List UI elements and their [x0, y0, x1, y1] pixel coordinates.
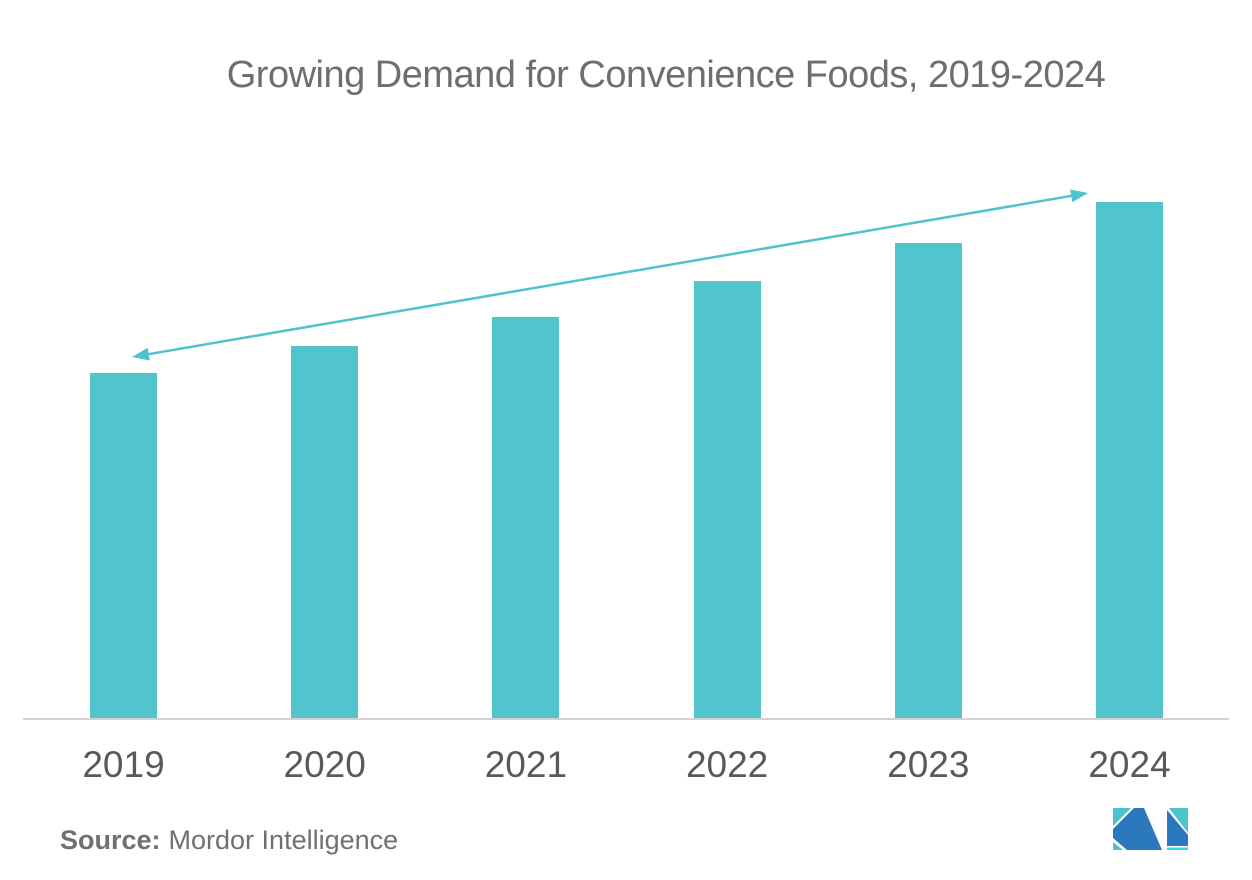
bar-2020 [291, 346, 359, 718]
bar-2021 [492, 317, 560, 718]
x-tick-label-2019: 2019 [82, 744, 165, 785]
x-axis-line [23, 718, 1229, 720]
bar-2022 [693, 281, 761, 718]
x-tick-label-2020: 2020 [283, 744, 366, 785]
chart-title: Growing Demand for Convenience Foods, 20… [226, 54, 1106, 96]
source-label: Source: [60, 825, 161, 855]
source-attribution: Source: Mordor Intelligence [60, 827, 398, 854]
x-tick-label-2022: 2022 [685, 744, 769, 785]
trend-arrowhead-left [132, 347, 150, 361]
logo-blue-left-band [1113, 808, 1162, 850]
logo-teal-bottom-left-triangle [1113, 842, 1123, 850]
source-value: Mordor Intelligence [168, 825, 399, 855]
mordor-intelligence-logo [1113, 808, 1188, 850]
x-tick-label-2021: 2021 [484, 744, 568, 785]
logo-teal-top-right-triangle [1169, 808, 1188, 833]
bar-2019 [90, 373, 157, 718]
logo-blue-right-band [1167, 810, 1188, 846]
x-tick-label-2024: 2024 [1088, 744, 1171, 785]
x-tick-label-2023: 2023 [887, 744, 970, 785]
logo-cyan-bottom-strip [1167, 847, 1188, 850]
logo-teal-top-left-triangle [1113, 808, 1131, 826]
bar-2023 [894, 243, 962, 718]
bar-2024 [1096, 202, 1163, 718]
trend-arrowhead-right [1070, 189, 1088, 203]
